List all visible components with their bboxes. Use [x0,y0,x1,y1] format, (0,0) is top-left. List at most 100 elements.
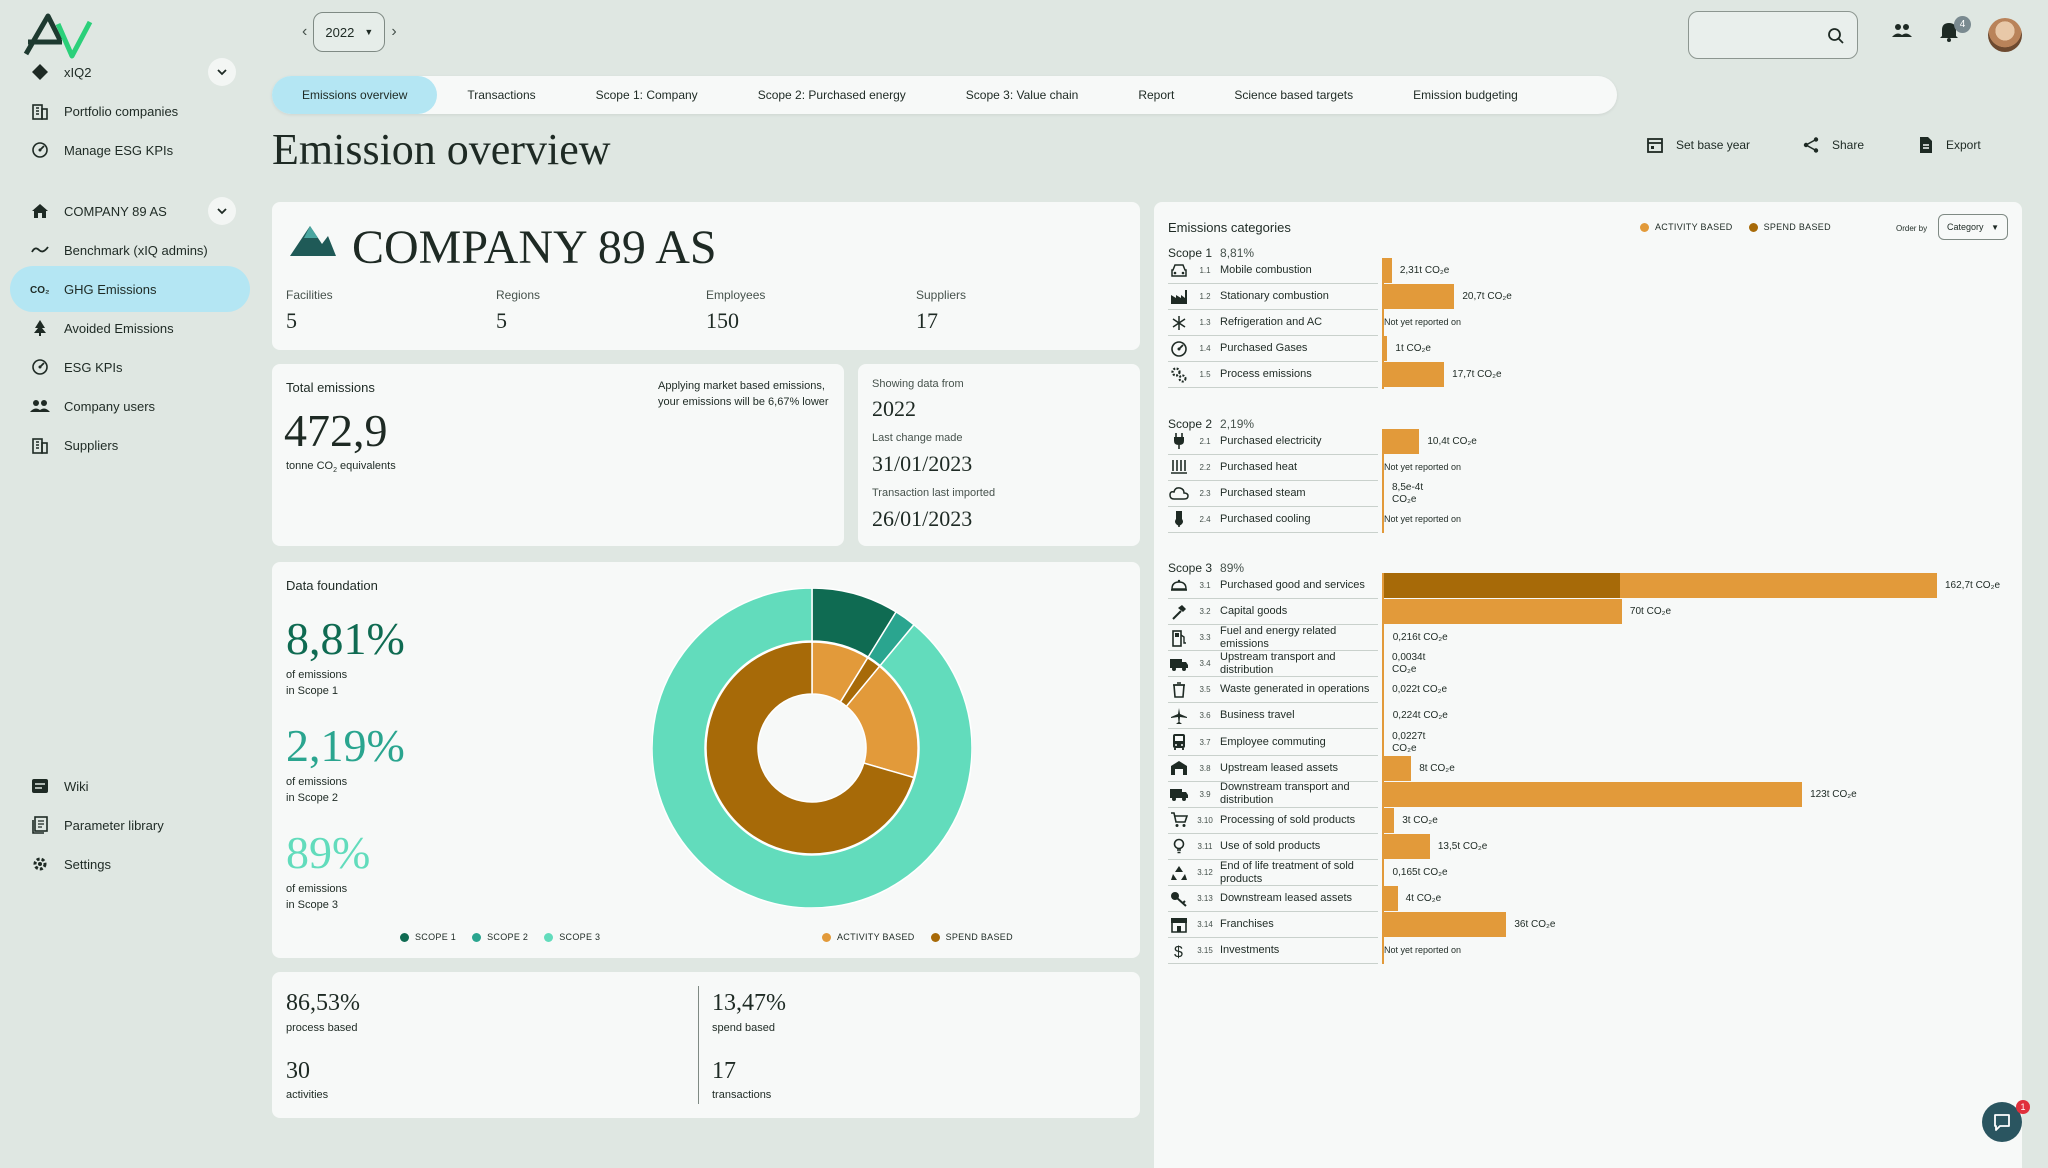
category-name: Purchased steam [1220,486,1306,499]
sidebar-item-suppliers[interactable]: Suppliers [10,422,250,468]
chevron-left-icon[interactable]: ‹ [302,23,308,40]
bin-icon [1168,682,1190,698]
search-input[interactable] [1688,11,1858,59]
tab-emissions-overview[interactable]: Emissions overview [272,76,438,114]
imported-label: Transaction last imported [872,487,996,499]
activity-bar[interactable] [1384,336,1388,362]
activity-bar[interactable] [1384,284,1455,310]
sidebar-item-benchmark[interactable]: Benchmark (xIQ admins) [10,227,250,273]
category-row[interactable]: 3.14 Franchises [1168,912,1378,939]
category-row[interactable]: 3.6 Business travel [1168,703,1378,730]
sidebar-item-wiki[interactable]: Wiki [10,763,250,809]
chat-button[interactable] [1982,1102,2022,1142]
avatar[interactable] [1988,18,2022,52]
sidebar-item-settings[interactable]: Settings [10,841,250,887]
year-select[interactable]: 2022 ▼ [313,12,386,52]
sidebar-item-esg-kpis[interactable]: ESG KPIs [10,344,250,390]
activity-bar[interactable] [1384,428,1420,454]
category-number: 2.2 [1199,462,1211,472]
category-row[interactable]: 3.2 Capital goods [1168,599,1378,626]
category-name: Employee commuting [1220,735,1326,748]
category-row[interactable]: 3.3 Fuel and energy related emissions [1168,625,1378,652]
category-row[interactable]: 2.2 Purchased heat [1168,455,1378,481]
sidebar-item-manage-esg[interactable]: Manage ESG KPIs [10,127,250,173]
sidebar-item-company-users[interactable]: Company users [10,383,250,429]
tab-scope-1-company[interactable]: Scope 1: Company [595,88,698,102]
activity-bar[interactable] [1384,833,1430,859]
app-logo[interactable] [22,10,94,62]
bar-value-label: 1t CO₂e [1395,343,1431,355]
export-button[interactable]: Export [1918,136,1981,154]
category-row[interactable]: 3.1 Purchased good and services [1168,573,1378,599]
scope-slice-3[interactable] [652,588,972,908]
tab-scope-2-purchased-energy[interactable]: Scope 2: Purchased energy [757,88,906,102]
tab-emission-budgeting[interactable]: Emission budgeting [1413,88,1518,102]
activity-bar[interactable] [1384,781,1803,807]
legend-activity: ACTIVITY BASED [822,932,915,943]
sidebar-item-label: Parameter library [64,817,164,833]
order-by-select[interactable]: Category ▼ [1938,214,2008,240]
activity-bar[interactable] [1384,807,1395,833]
share-button[interactable]: Share [1802,136,1864,154]
category-row[interactable]: $3.15 Investments [1168,938,1378,965]
activity-bar[interactable] [1384,599,1622,625]
gauge-icon [16,141,64,159]
sidebar-item-ghg[interactable]: CO₂ GHG Emissions [10,266,250,312]
activity-bar[interactable] [1384,258,1392,284]
mountain-logo-icon [290,226,336,256]
chevron-down-icon[interactable] [208,58,236,86]
activity-bar[interactable] [1384,362,1445,388]
activity-bar[interactable] [1384,755,1412,781]
category-row[interactable]: 2.1 Purchased electricity [1168,429,1378,455]
sidebar-item-portfolio[interactable]: Portfolio companies [10,88,250,134]
category-row[interactable]: 3.12 End of life treatment of sold produc… [1168,860,1378,887]
category-row[interactable]: 3.4 Upstream transport and distribution [1168,651,1378,678]
scope2-summary: 2,19% of emissions in Scope 2 [286,719,405,806]
category-row[interactable]: 1.4 Purchased Gases [1168,336,1378,363]
activity-bar[interactable] [1619,572,1937,598]
tab-scope-3-value-chain[interactable]: Scope 3: Value chain [965,88,1079,102]
category-row[interactable]: 3.10 Processing of sold products [1168,808,1378,834]
sidebar-item-label: COMPANY 89 AS [64,203,167,219]
sidebar-item-avoided[interactable]: Avoided Emissions [10,305,250,351]
category-row[interactable]: 2.3 Purchased steam [1168,481,1378,507]
category-row[interactable]: 1.1 Mobile combustion [1168,258,1378,285]
tab-bar: Emissions overview Transactions Scope 1: C… [272,76,1617,114]
plane-icon [1168,707,1190,725]
chevron-right-icon[interactable]: › [391,23,397,40]
store-icon [1168,917,1190,933]
not-reported-label: Not yet reported on [1384,461,1462,472]
sidebar-item-xiq2[interactable]: xIQ2 [10,49,250,95]
sidebar-item-label: xIQ2 [64,64,92,80]
activity-bar[interactable] [1384,886,1398,912]
activity-bar[interactable] [1384,912,1507,938]
scope3-pct: 89% [286,827,371,878]
category-row[interactable]: 1.5 Process emissions [1168,362,1378,389]
category-row[interactable]: 1.2 Stationary combustion [1168,284,1378,311]
scope2-desc2: in Scope 2 [286,792,338,804]
category-row[interactable]: 3.13 Downstream leased assets [1168,886,1378,913]
category-row[interactable]: 3.5 Waste generated in operations [1168,677,1378,704]
bar-value-label: 0,216t CO₂e [1392,632,1448,644]
spend-bar[interactable] [1384,572,1620,598]
category-row[interactable]: 3.9 Downstream transport and distribution [1168,781,1378,808]
category-number: 3.15 [1197,946,1213,956]
basis-slice-4[interactable] [705,641,915,855]
tab-science-based-targets[interactable]: Science based targets [1234,88,1354,102]
sidebar-item-company[interactable]: COMPANY 89 AS [10,188,250,234]
tab-report[interactable]: Report [1138,88,1175,102]
scope1-pct: 8,81% [286,613,405,664]
scope-header: Scope 1 8,81% [1168,246,1254,260]
team-icon[interactable] [1891,20,1913,42]
category-row[interactable]: 3.7 Employee commuting [1168,730,1378,756]
bell-icon[interactable] [1938,20,1960,42]
sidebar-item-parameter-library[interactable]: Parameter library [10,802,250,848]
tab-transactions[interactable]: Transactions [467,88,536,102]
chevron-down-icon[interactable] [208,197,236,225]
set-base-year-button[interactable]: Set base year [1646,136,1750,154]
category-row[interactable]: 1.3 Refrigeration and AC [1168,310,1378,337]
category-row[interactable]: 3.11 Use of sold products [1168,834,1378,860]
category-row[interactable]: 2.4 Purchased cooling [1168,507,1378,533]
category-name: Downstream transport and distribution [1220,781,1350,807]
category-row[interactable]: 3.8 Upstream leased assets [1168,756,1378,782]
